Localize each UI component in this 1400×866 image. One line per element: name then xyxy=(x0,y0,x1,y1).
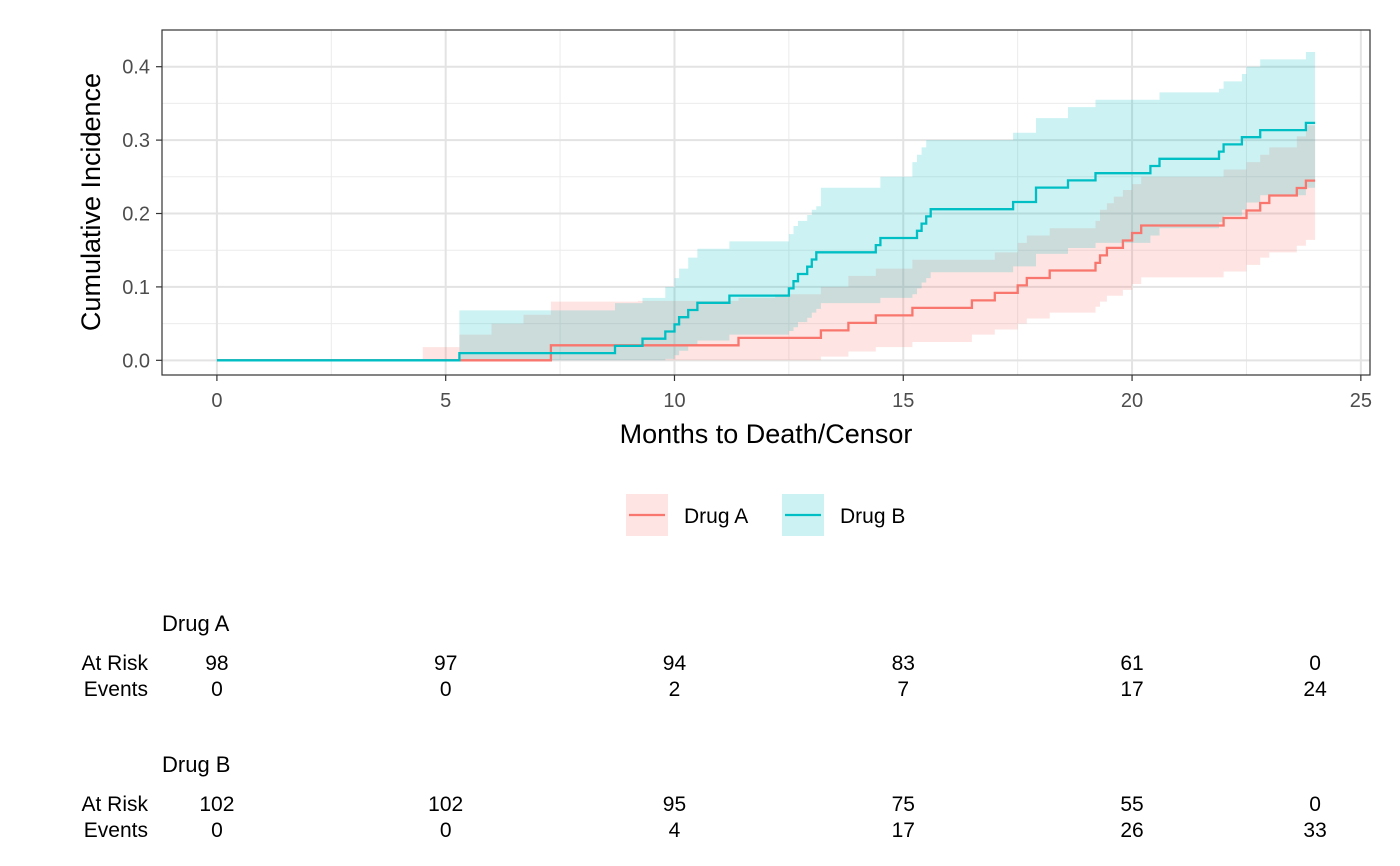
risk-cell: 55 xyxy=(1120,793,1143,816)
confidence-bands xyxy=(386,46,1316,361)
risk-cell: 0 xyxy=(211,678,223,701)
ci-band-drug-b xyxy=(459,46,1316,361)
risk-cell: 4 xyxy=(669,819,681,842)
risk-cell: 102 xyxy=(428,793,463,816)
risk-table-group-drug-a: Drug A At Risk 98 97 94 83 61 0 Events 0 0 2 7 17 24 xyxy=(81,611,1327,701)
legend-label: Drug B xyxy=(840,505,905,528)
risk-table-group-drug-b: Drug B At Risk 102 102 95 75 55 0 Events 0 0 4 17 26 3… xyxy=(81,752,1326,842)
plot-border xyxy=(161,29,1371,376)
y-tick-label: 0.2 xyxy=(122,204,150,226)
risk-cell: 7 xyxy=(897,678,909,701)
risk-group-title: Drug A xyxy=(162,611,230,636)
risk-cell: 0 xyxy=(1309,652,1321,675)
risk-cell: 0 xyxy=(440,819,452,842)
risk-cell: 0 xyxy=(211,819,223,842)
risk-row-label: At Risk xyxy=(81,793,148,816)
plot-panel xyxy=(162,30,1370,375)
risk-cell: 33 xyxy=(1303,819,1326,842)
y-tick-label: 0.3 xyxy=(122,130,150,152)
legend: Drug A Drug B xyxy=(626,494,905,536)
y-tick-label: 0.1 xyxy=(122,277,150,299)
risk-cell: 75 xyxy=(892,793,915,816)
risk-cell: 0 xyxy=(440,678,452,701)
y-tick-label: 0.4 xyxy=(122,57,150,79)
legend-item-drug-a: Drug A xyxy=(626,494,748,536)
risk-cell: 0 xyxy=(1309,793,1321,816)
legend-item-drug-b: Drug B xyxy=(782,494,905,536)
ci-band-drug-a xyxy=(386,115,1316,361)
risk-cell: 102 xyxy=(199,793,234,816)
curve-drug-b xyxy=(216,121,1316,362)
risk-cell: 17 xyxy=(892,819,915,842)
x-tick-label: 25 xyxy=(1350,390,1372,412)
x-axis: 0 5 10 15 20 25 xyxy=(211,375,1372,412)
risk-cell: 61 xyxy=(1120,652,1143,675)
risk-cell: 17 xyxy=(1120,678,1143,701)
y-axis-label: Cumulative Incidence xyxy=(76,73,106,331)
x-tick-label: 20 xyxy=(1121,390,1143,412)
risk-cell: 83 xyxy=(892,652,915,675)
x-tick-label: 10 xyxy=(663,390,685,412)
x-tick-label: 15 xyxy=(892,390,914,412)
risk-cell: 98 xyxy=(205,652,228,675)
risk-cell: 26 xyxy=(1120,819,1143,842)
risk-row-label: Events xyxy=(84,678,148,701)
risk-row-label: Events xyxy=(84,819,148,842)
risk-row-label: At Risk xyxy=(81,652,148,675)
incidence-curves xyxy=(216,121,1316,362)
legend-label: Drug A xyxy=(684,505,748,528)
risk-cell: 94 xyxy=(663,652,687,675)
x-axis-label: Months to Death/Censor xyxy=(620,419,913,449)
curve-drug-a xyxy=(216,179,1316,362)
risk-cell: 97 xyxy=(434,652,457,675)
grid-lines xyxy=(162,30,1370,375)
risk-cell: 2 xyxy=(669,678,681,701)
risk-cell: 95 xyxy=(663,793,686,816)
risk-cell: 24 xyxy=(1303,678,1327,701)
y-axis: 0.0 0.1 0.2 0.3 0.4 xyxy=(122,57,162,372)
risk-group-title: Drug B xyxy=(162,752,230,777)
x-tick-label: 5 xyxy=(440,390,451,412)
x-tick-label: 0 xyxy=(211,390,222,412)
y-tick-label: 0.0 xyxy=(122,350,150,372)
